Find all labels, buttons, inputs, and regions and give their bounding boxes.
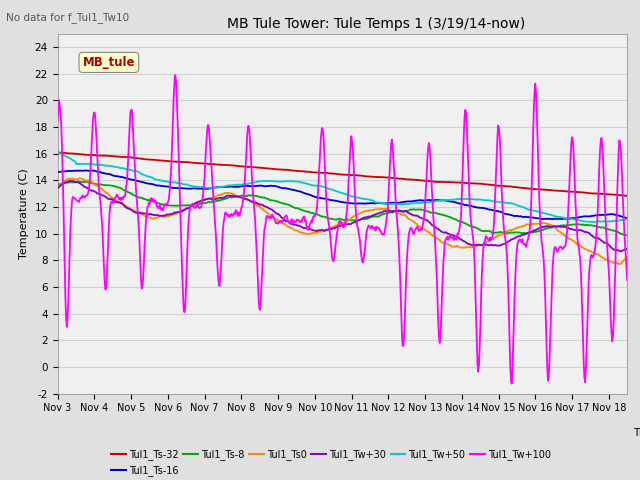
Title: MB Tule Tower: Tule Temps 1 (3/19/14-now): MB Tule Tower: Tule Temps 1 (3/19/14-now… — [227, 17, 525, 31]
Text: No data for f_Tul1_Tw10: No data for f_Tul1_Tw10 — [6, 12, 129, 23]
Text: Time: Time — [633, 428, 640, 438]
Text: MB_tule: MB_tule — [83, 56, 135, 69]
Legend: Tul1_Ts-32, Tul1_Ts-16, Tul1_Ts-8, Tul1_Ts0, Tul1_Tw+30, Tul1_Tw+50, Tul1_Tw+100: Tul1_Ts-32, Tul1_Ts-16, Tul1_Ts-8, Tul1_… — [108, 445, 554, 480]
Y-axis label: Temperature (C): Temperature (C) — [19, 168, 29, 259]
